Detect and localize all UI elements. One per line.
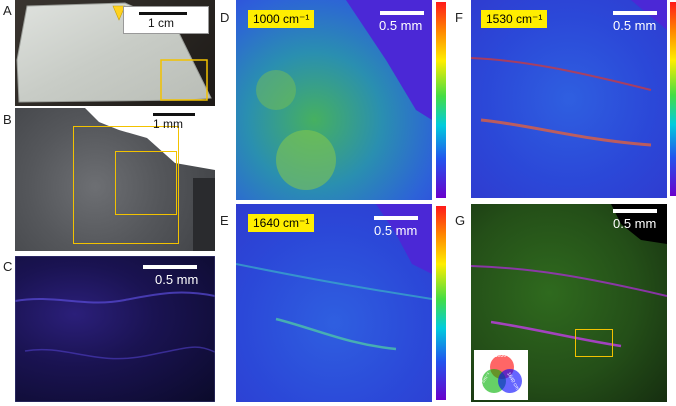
scale-text-b: 1 mm	[153, 117, 183, 131]
arrow-marker-icon	[112, 5, 126, 21]
scale-text-e: 0.5 mm	[374, 223, 418, 238]
tag-e: 1640 cm⁻¹	[248, 214, 315, 232]
panel-e-raman-map: 1640 cm⁻¹ 0.5 mm	[236, 204, 432, 402]
scale-bar-d	[380, 11, 424, 15]
scale-text-g: 0.5 mm	[613, 216, 657, 231]
scale-bar-c	[143, 265, 197, 269]
panel-c-label: C	[3, 259, 13, 274]
scale-text-d: 0.5 mm	[379, 18, 423, 33]
panel-f-raman-map: 1530 cm⁻¹ 0.5 mm	[471, 0, 667, 198]
tag-f: 1530 cm⁻¹	[481, 10, 548, 28]
panel-e-label: E	[220, 213, 229, 228]
scale-text-a: 1 cm	[148, 16, 175, 30]
scale-text-c: 0.5 mm	[155, 272, 199, 287]
scale-bar-b	[153, 113, 195, 116]
scale-bar-g	[613, 209, 657, 213]
tag-d: 1000 cm⁻¹	[248, 10, 315, 28]
highlight-rect-g	[575, 329, 613, 357]
scale-bar-f	[613, 11, 657, 15]
panel-g-label: G	[455, 213, 466, 228]
panel-a-photo: 1 cm	[15, 0, 215, 106]
color-wheel-legend: 1530 cm⁻¹ 1000 cm⁻¹ 1640 cm⁻¹	[474, 350, 528, 400]
scale-text-f: 0.5 mm	[613, 18, 657, 33]
panel-c-fluorescence: 0.5 mm	[15, 256, 215, 402]
highlight-rect-b-large	[73, 126, 179, 244]
panel-a-label: A	[3, 3, 12, 18]
highlight-rect-a	[160, 59, 208, 101]
panel-b-label: B	[3, 112, 12, 127]
colorbar-d	[436, 2, 446, 198]
colorbar-e	[436, 206, 446, 400]
wheel-label-top: 1530 cm⁻¹	[495, 353, 519, 359]
highlight-rect-b-small	[115, 151, 177, 215]
panel-d-label: D	[220, 10, 230, 25]
scale-bar-box-a	[123, 6, 209, 34]
scale-bar-e	[374, 216, 418, 220]
panel-d-raman-map: 1000 cm⁻¹ 0.5 mm	[236, 0, 432, 200]
panel-g-composite: 0.5 mm 1530 cm⁻¹ 1000 cm⁻¹ 1640 cm⁻¹	[471, 204, 667, 402]
scale-bar-a	[139, 12, 187, 15]
colorbar-f	[670, 2, 676, 196]
panel-b-photo: 1 mm	[15, 108, 215, 251]
panel-f-label: F	[455, 10, 463, 25]
